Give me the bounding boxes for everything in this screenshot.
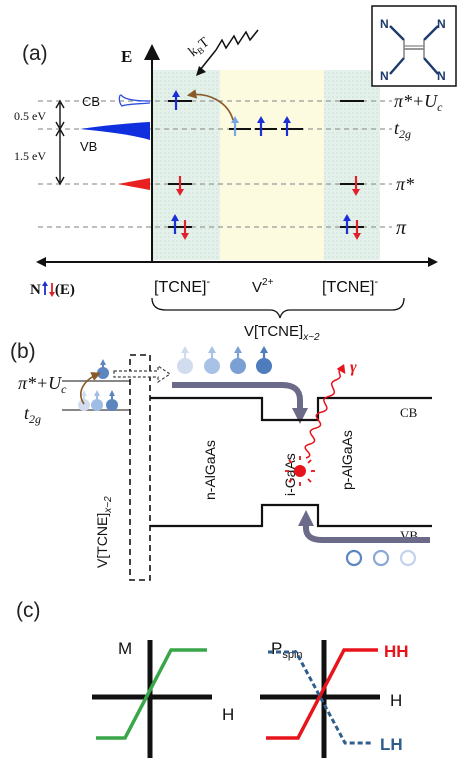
panel-b: (b) π*+Uc t2g V[TCNE]x~2 bbox=[10, 340, 432, 581]
vb-label: VB bbox=[80, 139, 97, 154]
hh-label: HH bbox=[384, 642, 409, 661]
n-algaas-label: n-AlGaAs bbox=[202, 440, 218, 500]
atom-n-2: N bbox=[437, 17, 446, 31]
region-mid-label: V2+ bbox=[252, 277, 274, 296]
level-pi-star-u-label: π*+Uc bbox=[394, 91, 443, 114]
level-pi-label: π bbox=[396, 217, 407, 239]
b-floating-spin-balls bbox=[177, 346, 272, 374]
spin-arrows bbox=[171, 90, 361, 240]
recombination-burst-icon bbox=[285, 456, 315, 486]
gap-05-label: 0.5 eV bbox=[14, 109, 46, 123]
panel-a: (a) E 0.5 eV 1.5 eV CB V bbox=[14, 5, 457, 343]
level-pi-star-label: π* bbox=[396, 174, 414, 194]
level-bars bbox=[168, 100, 364, 228]
vtcne-box bbox=[129, 354, 151, 581]
vb-band bbox=[150, 503, 432, 528]
h-axis-left-label: H bbox=[222, 705, 234, 724]
panel-b-label: (b) bbox=[10, 340, 36, 363]
cb-dos-curve bbox=[118, 94, 151, 107]
pi-star-dos-peak bbox=[118, 178, 150, 190]
level-t2g-label: t2g bbox=[394, 118, 411, 141]
panel-c-label: (c) bbox=[16, 599, 41, 622]
thermal-excitation-arrow bbox=[186, 89, 234, 121]
lh-label: LH bbox=[380, 735, 403, 754]
cb-band bbox=[150, 396, 432, 422]
region-left-label: [TCNE]- bbox=[154, 276, 210, 296]
region-right-tcne bbox=[324, 70, 380, 260]
compound-brace bbox=[151, 297, 405, 319]
panel-c: (c) M H Pspin H HH LH bbox=[16, 599, 409, 758]
tcne-molecule-icon: N N N N bbox=[371, 5, 457, 87]
compound-label: V[TCNE]x~2 bbox=[244, 323, 320, 343]
h-axis-right-label: H bbox=[390, 691, 402, 710]
kbt-wave-icon bbox=[196, 29, 259, 76]
kbt-label: kBT bbox=[186, 35, 213, 61]
electron-flow-arrow bbox=[172, 382, 303, 412]
photon-wave-icon bbox=[304, 364, 346, 459]
gap-15-label: 1.5 eV bbox=[14, 149, 46, 163]
atom-n-4: N bbox=[437, 69, 446, 83]
b-thermal-arrow bbox=[80, 372, 101, 405]
holes bbox=[345, 549, 417, 567]
injection-arrow bbox=[113, 364, 172, 384]
region-right-label: [TCNE]- bbox=[322, 276, 378, 296]
p-algaas-label: p-AlGaAs bbox=[339, 430, 355, 490]
b-level-pi-star-u-label: π*+Uc bbox=[18, 373, 67, 396]
atom-n-3: N bbox=[380, 69, 389, 83]
cb-label: CB bbox=[82, 94, 100, 109]
m-axis-label: M bbox=[118, 639, 132, 658]
hh-curve bbox=[266, 648, 378, 740]
region-v2plus bbox=[220, 70, 324, 260]
gap-brackets bbox=[55, 99, 65, 186]
lh-curve bbox=[268, 650, 372, 745]
energy-axis-label: E bbox=[121, 47, 132, 66]
vb-dos-peak bbox=[80, 122, 150, 140]
i-gaas-label: i-GaAs bbox=[282, 453, 298, 496]
photon-label: γ bbox=[350, 359, 357, 376]
dos-spin-icons bbox=[42, 281, 55, 297]
vtcne-label: V[TCNE]x~2 bbox=[94, 496, 114, 568]
hole-flow-arrow bbox=[303, 522, 430, 543]
b-cb-label: CB bbox=[400, 405, 418, 420]
atom-n-1: N bbox=[380, 17, 389, 31]
panel-a-label: (a) bbox=[22, 42, 48, 65]
dos-axis-label: N (E) bbox=[30, 282, 75, 298]
b-level-t2g-label: t2g bbox=[24, 403, 41, 426]
magnetization-curve bbox=[96, 648, 207, 740]
